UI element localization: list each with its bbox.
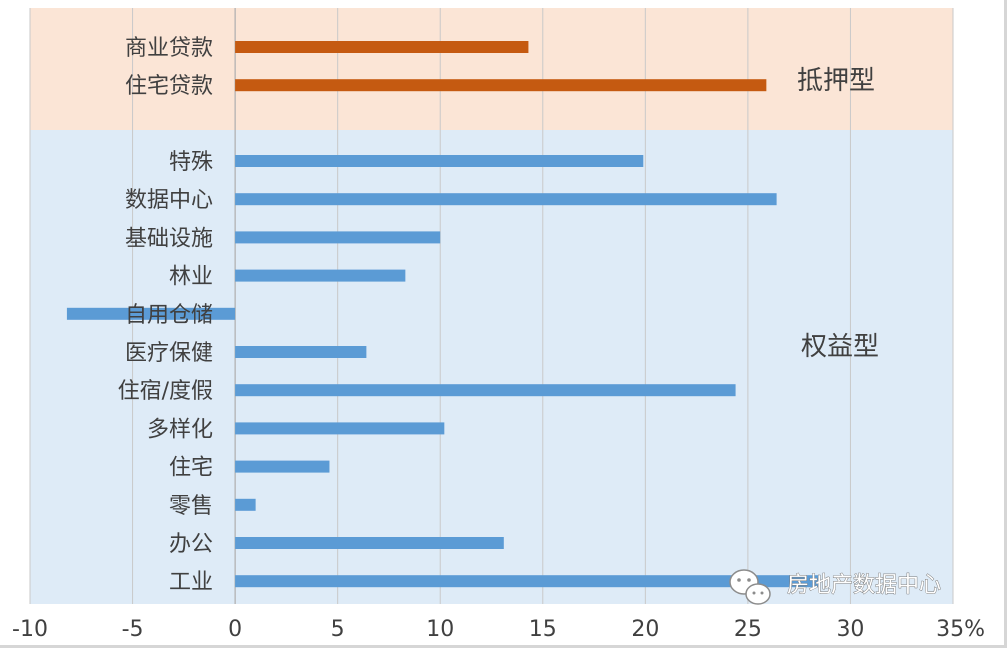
bar-1-3 (235, 269, 406, 282)
bar-1-2 (235, 231, 441, 244)
x-tick-label: -5 (122, 617, 144, 642)
category-label: 特殊 (169, 150, 213, 175)
grid-lines (29, 8, 954, 604)
bar-1-7 (235, 422, 445, 435)
category-label: 零售 (169, 494, 213, 519)
bar-1-10 (235, 537, 504, 549)
category-label: 办公 (169, 532, 213, 557)
bar-1-11 (235, 575, 820, 588)
bar-1-6 (235, 384, 736, 397)
category-label: 工业 (169, 570, 213, 595)
x-tick-label: 20 (631, 617, 659, 642)
watermark: 房地产数据中心 (729, 569, 941, 605)
category-label: 自用仓储 (125, 303, 213, 328)
category-label: 住宅贷款 (125, 74, 213, 99)
bar-1-9 (235, 498, 256, 511)
bar-1-5 (235, 346, 367, 358)
bar-0-1 (235, 79, 767, 92)
x-tick-label: -10 (12, 617, 48, 642)
category-labels: 商业贷款住宅贷款特殊数据中心基础设施林业自用仓储医疗保健住宿/度假多样化住宅零售… (118, 36, 213, 595)
bar-0-0 (235, 41, 529, 53)
category-label: 多样化 (147, 417, 213, 442)
bar-1-8 (235, 460, 330, 473)
group-label: 抵押型 (797, 66, 875, 96)
bar-1-0 (235, 155, 644, 167)
category-label: 住宿/度假 (118, 379, 213, 404)
category-label: 基础设施 (125, 226, 213, 251)
category-label: 医疗保健 (125, 341, 213, 366)
group-label: 权益型 (801, 332, 879, 362)
category-label: 住宅 (169, 456, 213, 481)
group-bands (30, 8, 953, 604)
bar-1-1 (235, 193, 777, 206)
x-tick-label: 10 (426, 617, 454, 642)
x-tick-labels: -10 -5 0 5 10 15 20 25 30 35% (12, 617, 985, 642)
x-tick-label: 25 (734, 617, 762, 642)
wechat-icon (729, 569, 771, 605)
x-tick-label: 35% (936, 617, 985, 642)
x-tick-label: 15 (529, 617, 557, 642)
x-tick-label: 30 (836, 617, 864, 642)
category-label: 数据中心 (125, 188, 213, 213)
bars (66, 41, 820, 588)
watermark-text: 房地产数据中心 (787, 573, 941, 598)
category-label: 林业 (169, 265, 213, 290)
x-tick-label: 0 (228, 617, 242, 642)
band-mortgage (30, 8, 953, 130)
category-label: 商业贷款 (125, 36, 213, 61)
x-tick-label: 5 (331, 617, 345, 642)
band-equity (30, 130, 953, 604)
bar-1-4 (66, 307, 236, 320)
